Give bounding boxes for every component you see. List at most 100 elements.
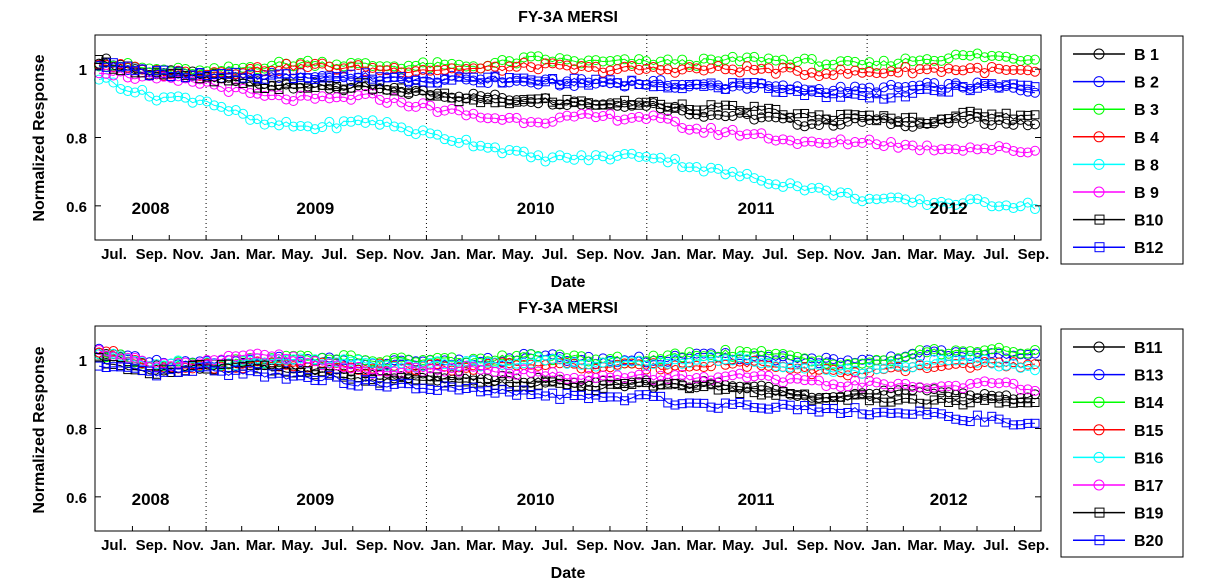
data-point (950, 65, 961, 76)
data-point (252, 83, 262, 93)
data-point (958, 50, 968, 61)
data-point (252, 114, 263, 125)
data-point (173, 367, 183, 377)
legend-label: B 8 (1134, 157, 1159, 174)
legend-marker (1094, 214, 1105, 225)
data-point (526, 94, 536, 104)
data-point (734, 130, 745, 141)
data-point (1015, 384, 1026, 395)
data-point (547, 58, 558, 69)
data-point (734, 171, 745, 182)
legend-label: B11 (1134, 340, 1163, 357)
data-point (713, 163, 724, 174)
data-point (879, 407, 889, 417)
data-point (972, 346, 983, 357)
data-point (432, 129, 443, 140)
data-point (756, 403, 766, 413)
data-point (655, 357, 666, 368)
data-point (317, 91, 328, 102)
data-point (224, 69, 234, 79)
x-tick-label: Nov. (613, 537, 644, 554)
data-point (850, 390, 860, 400)
data-point (231, 67, 241, 77)
data-point (439, 353, 450, 364)
data-point (317, 80, 327, 90)
data-point (749, 173, 760, 184)
data-point (123, 362, 133, 372)
data-point (173, 357, 184, 368)
data-point (1022, 360, 1033, 371)
data-point (655, 370, 666, 381)
data-point (691, 354, 702, 365)
data-point (806, 54, 817, 65)
data-point (648, 96, 658, 106)
data-point (339, 378, 349, 388)
data-point (619, 358, 630, 369)
data-point (936, 387, 947, 398)
x-tick-label: Jul. (762, 246, 788, 263)
data-point (288, 96, 299, 107)
data-point (432, 65, 443, 76)
data-point (338, 63, 349, 74)
data-point (367, 115, 378, 126)
data-point (756, 370, 767, 381)
data-point (425, 100, 436, 111)
data-point (914, 358, 925, 369)
data-point (886, 381, 896, 392)
panel-1: FY-3A MERSI Normalized Response Date 0.6… (31, 9, 1184, 291)
data-point (771, 402, 781, 412)
data-point (223, 61, 234, 72)
data-point (936, 349, 947, 360)
data-point (792, 373, 803, 384)
data-point (554, 59, 565, 70)
data-point (432, 372, 442, 382)
data-point (965, 86, 975, 96)
data-point (173, 91, 184, 102)
data-point (734, 67, 745, 78)
data-point (346, 61, 356, 72)
data-point (994, 361, 1004, 372)
data-point (879, 94, 889, 104)
data-point (936, 361, 947, 372)
legend-marker (1094, 507, 1105, 518)
data-point (396, 378, 406, 388)
data-point (180, 92, 191, 103)
data-point (590, 112, 601, 123)
data-point (360, 375, 370, 385)
data-point (1015, 64, 1026, 75)
data-point (864, 410, 874, 420)
data-point (727, 370, 738, 381)
data-point (648, 61, 659, 72)
x-tick-label: Sep. (136, 246, 168, 263)
x-tick-label: Nov. (173, 537, 204, 554)
data-point (749, 381, 760, 392)
data-point (374, 119, 385, 130)
data-point (821, 185, 832, 196)
data-point (684, 357, 695, 368)
data-point (548, 388, 558, 398)
data-point (130, 363, 140, 373)
data-point (504, 61, 515, 72)
data-point (317, 360, 328, 371)
data-point (986, 358, 997, 369)
data-point (756, 63, 767, 74)
data-point (907, 56, 918, 67)
data-point (842, 381, 853, 392)
data-point (692, 79, 702, 89)
data-point (785, 389, 795, 399)
data-point (554, 371, 565, 382)
data-point (382, 355, 392, 366)
data-point (677, 369, 688, 380)
data-point (547, 116, 558, 127)
data-point (555, 394, 565, 404)
data-point (612, 98, 622, 108)
data-point (908, 409, 918, 419)
data-point (936, 87, 946, 97)
data-point (173, 355, 184, 366)
data-point (742, 129, 752, 140)
legend-label: B12 (1134, 240, 1163, 257)
data-point (857, 111, 867, 121)
data-point (943, 381, 954, 392)
data-point (929, 407, 939, 417)
legend-entry: B16 (1073, 450, 1163, 467)
